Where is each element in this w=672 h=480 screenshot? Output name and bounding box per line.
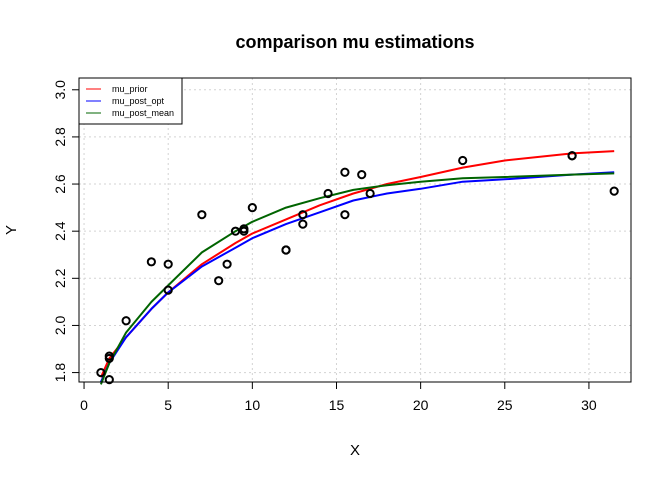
- data-point-17: [298, 219, 308, 229]
- series-line-mu_post_mean: [99, 172, 615, 385]
- y-tick-label-3: 2.4: [52, 221, 68, 241]
- x-tick-label-0: 0: [80, 397, 88, 413]
- data-point-3: [104, 351, 114, 361]
- y-axis-label: Y: [3, 225, 20, 235]
- x-axis: 0 5 10 15 20 25 30: [80, 381, 597, 413]
- y-tick-label-2: 2.2: [52, 268, 68, 288]
- y-tick-label-4: 2.6: [52, 174, 68, 194]
- data-point-1: [104, 375, 114, 385]
- data-point-20: [340, 210, 350, 220]
- data-point-11: [230, 226, 241, 236]
- legend-label-mu_post_opt: mu_post_opt: [112, 96, 165, 106]
- data-point-19: [323, 188, 333, 199]
- y-tick-label-1: 2.0: [52, 316, 68, 336]
- y-axis: 1.8 2.0 2.2 2.4 2.6 2.8 3.0: [52, 80, 80, 383]
- data-point-18: [298, 210, 308, 220]
- x-tick-label-5: 25: [497, 397, 513, 413]
- points-layer: [96, 151, 619, 385]
- x-tick-label-3: 15: [329, 397, 345, 413]
- x-tick-label-6: 30: [581, 397, 597, 413]
- data-point-6: [163, 285, 173, 295]
- data-point-21: [340, 167, 350, 177]
- chart-title: comparison mu estimations: [235, 32, 474, 52]
- data-point-9: [214, 276, 224, 286]
- x-tick-label-4: 20: [413, 397, 429, 413]
- data-point-4: [121, 316, 131, 326]
- data-point-16: [281, 245, 291, 255]
- data-point-24: [458, 155, 468, 166]
- y-tick-label-6: 3.0: [52, 80, 68, 100]
- data-point-23: [365, 188, 375, 199]
- y-tick-label-0: 1.8: [52, 363, 68, 383]
- data-point-13: [239, 224, 249, 234]
- data-point-22: [357, 170, 367, 180]
- legend-label-mu_post_mean: mu_post_mean: [112, 108, 174, 118]
- data-point-10: [222, 259, 232, 269]
- series-line-mu_post_opt: [99, 171, 615, 383]
- series-layer: [99, 150, 615, 385]
- legend-label-mu_prior: mu_prior: [112, 84, 148, 94]
- data-point-14: [247, 203, 257, 213]
- legend: mu_prior mu_post_opt mu_post_mean: [78, 77, 183, 125]
- data-point-27: [609, 186, 619, 196]
- data-point-8: [197, 210, 207, 220]
- data-point-5: [146, 257, 156, 267]
- grid: [79, 78, 631, 382]
- data-point-7: [163, 259, 173, 269]
- y-tick-label-5: 2.8: [52, 127, 68, 147]
- x-axis-label: X: [350, 442, 360, 459]
- x-tick-label-1: 5: [164, 397, 172, 413]
- series-line-mu_prior: [99, 150, 615, 378]
- data-point-26: [567, 151, 577, 161]
- data-point-0: [96, 367, 106, 378]
- x-tick-label-2: 10: [245, 397, 261, 413]
